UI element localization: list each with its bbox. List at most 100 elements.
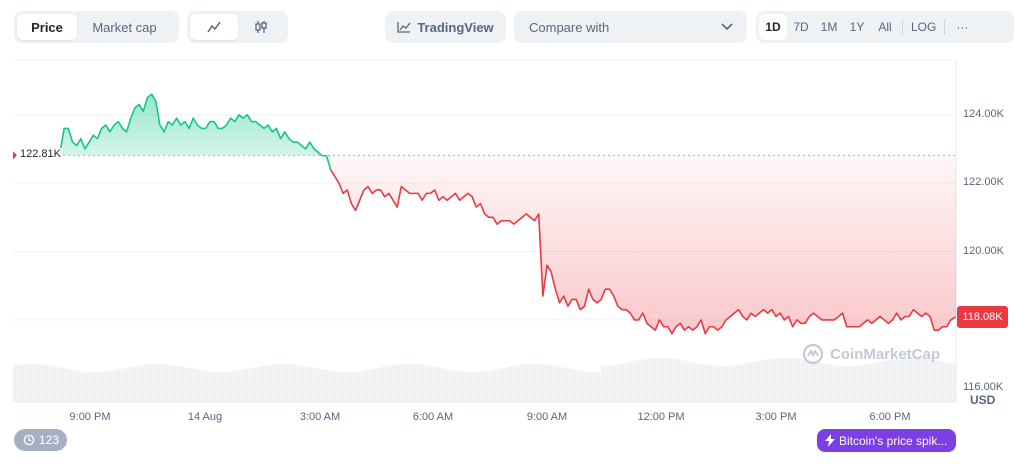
price-line (59, 93, 956, 335)
tab-market-cap[interactable]: Market cap (92, 19, 157, 35)
range-1d[interactable]: 1D (759, 14, 787, 40)
volume-bar (139, 365, 141, 402)
volume-bar (151, 364, 153, 402)
time-range-selector: 1D 7D 1M 1Y All LOG ··· (756, 11, 1014, 43)
reference-price-label: 122.81K (18, 148, 63, 160)
volume-bar (161, 364, 163, 402)
volume-bar (117, 369, 119, 402)
volume-bar (347, 371, 349, 402)
range-divider (944, 19, 946, 35)
range-all[interactable]: All (878, 20, 892, 34)
volume-bar (851, 365, 853, 402)
volume-bar (589, 371, 591, 402)
range-1y[interactable]: 1Y (849, 20, 865, 34)
tradingview-chart-icon (397, 22, 411, 33)
candlestick-icon[interactable] (238, 14, 286, 40)
range-7d[interactable]: 7D (793, 20, 809, 34)
volume-bar (247, 368, 249, 402)
volume-bar (309, 366, 311, 402)
range-1m[interactable]: 1M (820, 20, 838, 34)
y-tick-label: 122.00K (963, 176, 1004, 189)
tab-price[interactable]: Price (17, 14, 77, 40)
volume-bar (845, 365, 847, 402)
volume-bar (343, 371, 345, 402)
volume-bar (841, 365, 843, 402)
price-area (60, 94, 956, 334)
volume-bar (893, 359, 895, 402)
volume-bar (55, 366, 57, 402)
volume-bar (175, 365, 177, 402)
volume-bar (321, 369, 323, 402)
volume-bar (665, 358, 667, 402)
volume-bar (393, 365, 395, 402)
volume-bar (291, 364, 293, 402)
volume-bar (143, 364, 145, 402)
volume-bar (319, 368, 321, 402)
loss-area (330, 155, 955, 334)
volume-bar (767, 359, 769, 402)
volume-bar (325, 370, 327, 402)
volume-bar (603, 365, 605, 402)
volume-bar (729, 365, 731, 402)
volume-bar (201, 370, 203, 402)
more-options-button[interactable]: ··· (956, 20, 969, 34)
volume-bar (267, 365, 269, 402)
volume-bar (553, 365, 555, 402)
volume-bar (107, 371, 109, 402)
volume-bar (617, 364, 619, 402)
volume-bar (93, 371, 95, 402)
volume-bar (761, 360, 763, 402)
compare-with-dropdown[interactable]: Compare with (514, 11, 747, 43)
volume-bar (221, 371, 223, 402)
volume-bar (645, 359, 647, 402)
volume-bar (927, 359, 929, 402)
volume-bar (745, 363, 747, 402)
volume-bar (535, 364, 537, 402)
volume-bar (859, 365, 861, 402)
volume-bar (261, 366, 263, 402)
volume-bar (385, 366, 387, 402)
volume-bar (137, 365, 139, 402)
volume-bar (231, 371, 233, 402)
volume-bar (613, 364, 615, 402)
volume-bar (301, 365, 303, 402)
volume-bar (525, 364, 527, 402)
volume-bar (403, 364, 405, 402)
volume-bar (605, 365, 607, 402)
volume-bar (815, 361, 817, 402)
volume-bar (149, 364, 151, 402)
volume-bar (471, 371, 473, 402)
volume-bar (667, 358, 669, 402)
line-chart-icon[interactable] (190, 14, 238, 40)
volume-bar (713, 365, 715, 402)
volume-bar (687, 361, 689, 402)
volume-bar (685, 360, 687, 402)
volume-bar (497, 369, 499, 402)
volume-bar (51, 365, 53, 402)
tradingview-button[interactable]: TradingView (385, 11, 506, 43)
volume-bar (609, 365, 611, 402)
volume-bar (587, 371, 589, 402)
volume-bar (131, 366, 133, 402)
volume-bar (327, 370, 329, 402)
volume-bar (77, 370, 79, 402)
volume-bar (943, 362, 945, 402)
volume-bar (847, 365, 849, 402)
log-scale-toggle[interactable]: LOG (911, 20, 937, 34)
volume-bar (265, 365, 267, 402)
volume-bar (819, 362, 821, 402)
volume-bar (155, 364, 157, 402)
volume-bar (595, 371, 597, 402)
news-event-badge[interactable]: Bitcoin's price spik... (817, 429, 956, 452)
history-badge[interactable]: 123 (14, 429, 68, 451)
volume-bar (601, 365, 603, 402)
volume-bar (737, 365, 739, 402)
volume-bar (307, 366, 309, 402)
volume-bar (703, 364, 705, 402)
volume-bar (743, 364, 745, 402)
volume-bar (941, 361, 943, 402)
volume-bar (577, 370, 579, 402)
volume-bar (61, 367, 63, 402)
volume-bar (829, 364, 831, 402)
